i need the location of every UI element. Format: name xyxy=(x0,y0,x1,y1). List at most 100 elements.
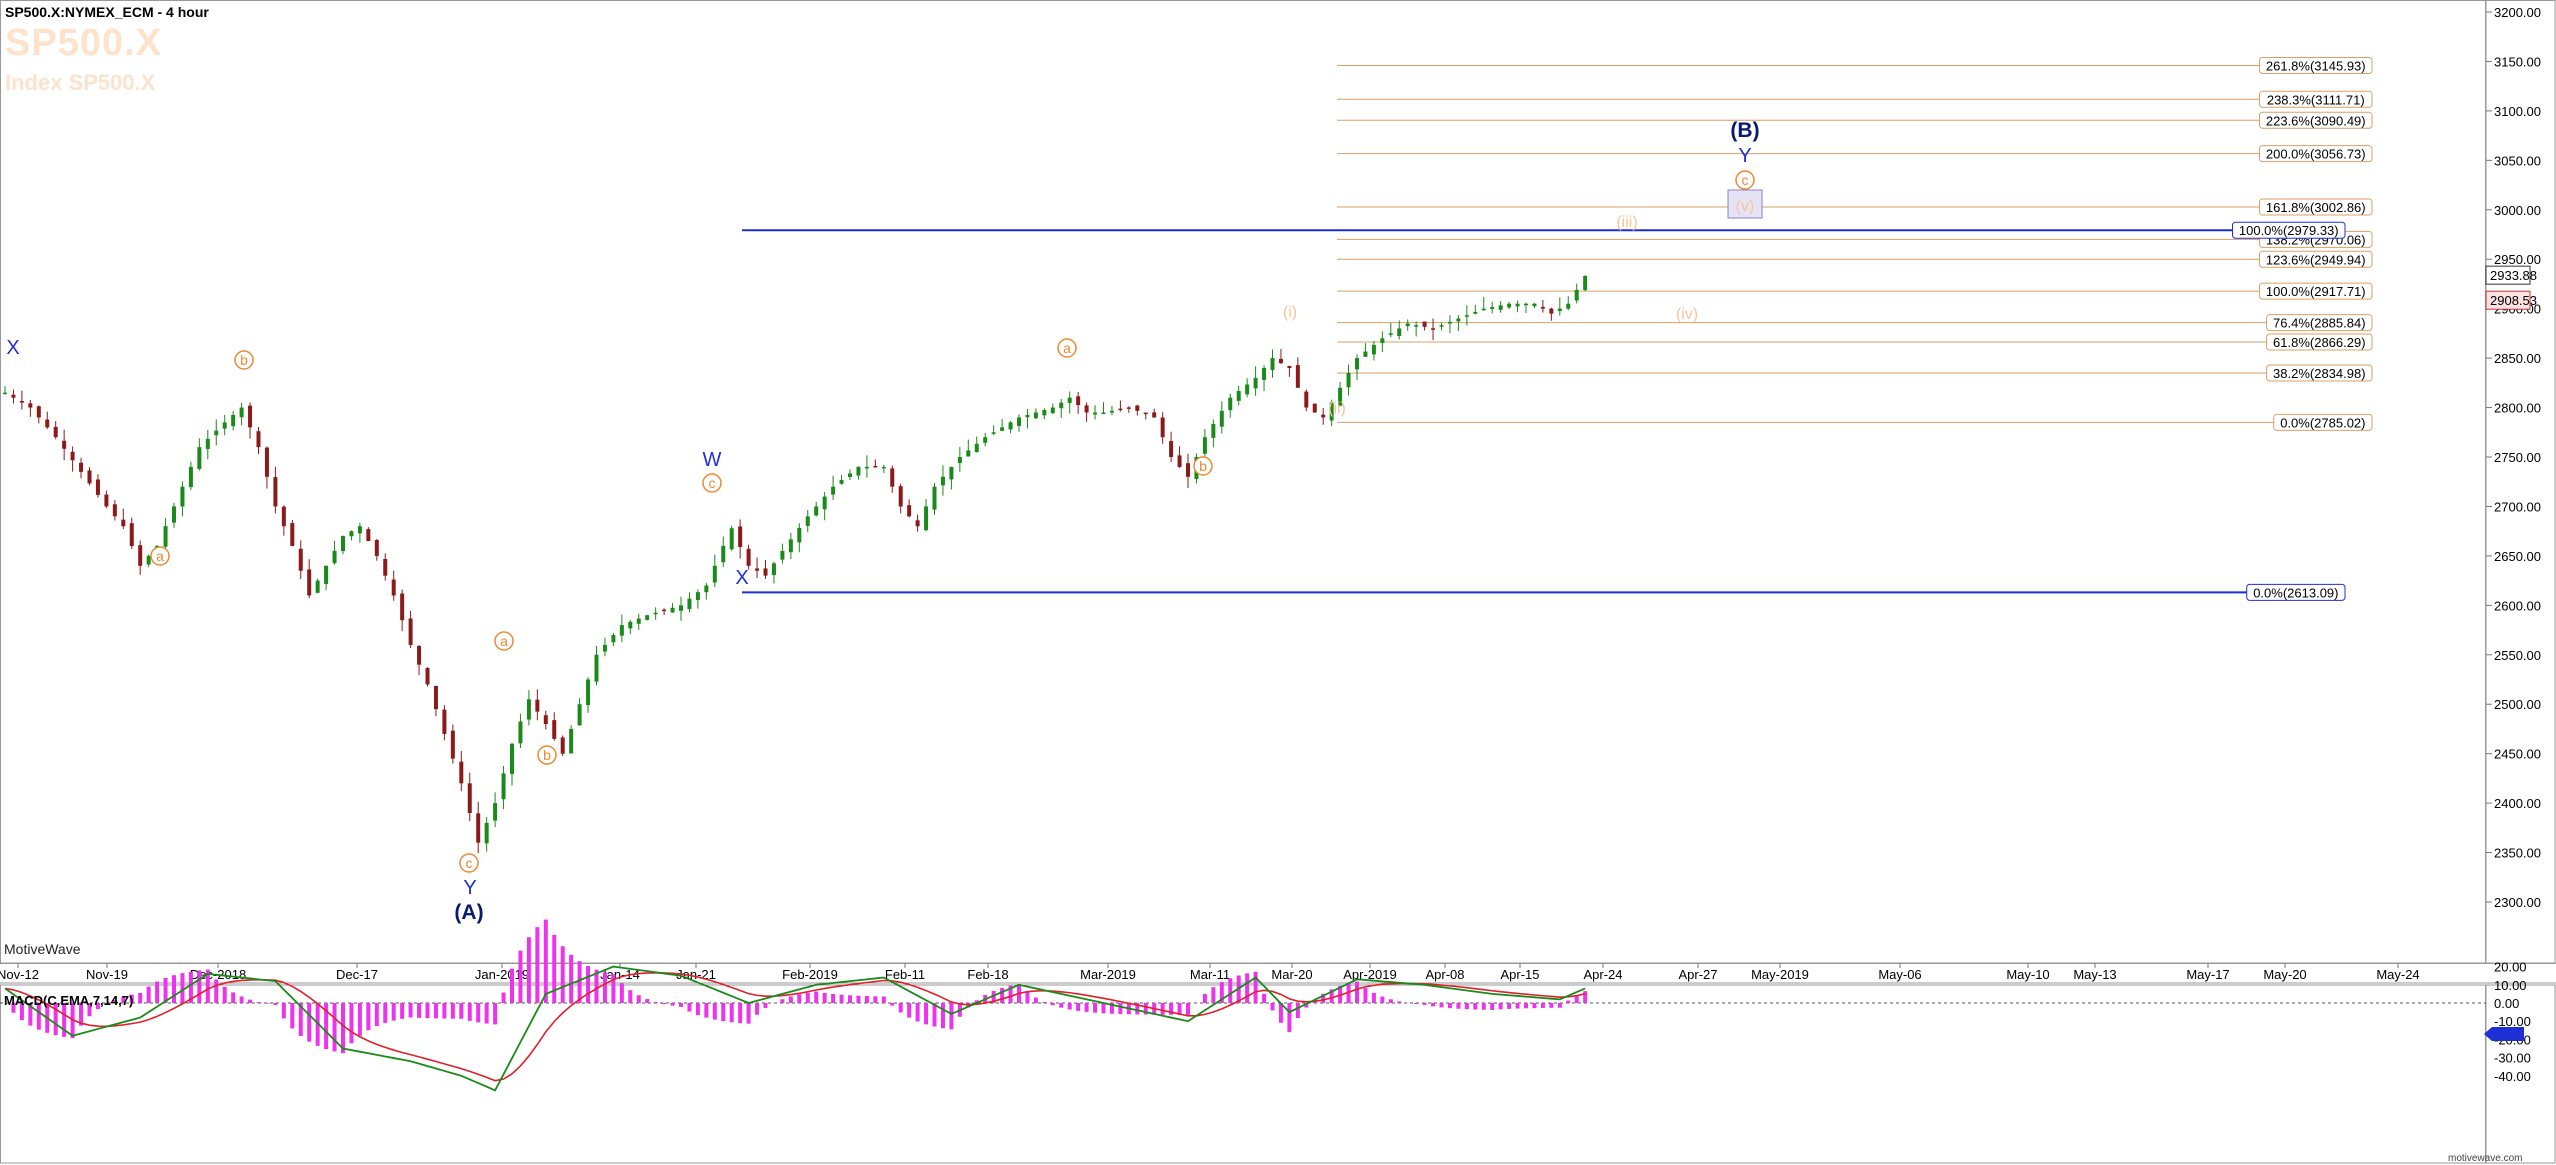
candle-body[interactable] xyxy=(1363,351,1368,357)
candle-body[interactable] xyxy=(62,440,67,449)
candle-body[interactable] xyxy=(797,527,802,543)
candle-body[interactable] xyxy=(1549,308,1554,314)
candle-body[interactable] xyxy=(864,466,869,469)
candle-body[interactable] xyxy=(383,558,388,576)
candle-body[interactable] xyxy=(315,580,320,593)
macd-pane[interactable] xyxy=(0,984,2486,1164)
candle-body[interactable] xyxy=(1067,397,1072,403)
wave-label[interactable]: b xyxy=(240,352,248,368)
candle-body[interactable] xyxy=(95,479,100,495)
candle-body[interactable] xyxy=(636,618,641,624)
candle-body[interactable] xyxy=(248,405,253,428)
candle-body[interactable] xyxy=(1169,441,1174,457)
price-axis[interactable] xyxy=(2485,0,2556,964)
candle-body[interactable] xyxy=(991,432,996,434)
candle-body[interactable] xyxy=(357,526,362,534)
candle-body[interactable] xyxy=(586,679,591,706)
candle-body[interactable] xyxy=(1583,276,1588,291)
candle-body[interactable] xyxy=(36,406,41,418)
candle-body[interactable] xyxy=(1219,410,1224,427)
candle-body[interactable] xyxy=(138,545,143,566)
candle-body[interactable] xyxy=(307,569,312,596)
candle-body[interactable] xyxy=(493,803,498,821)
candle-body[interactable] xyxy=(459,761,464,784)
candle-body[interactable] xyxy=(1093,412,1098,415)
candle-body[interactable] xyxy=(1312,403,1317,413)
candle-body[interactable] xyxy=(121,519,126,527)
candle-body[interactable] xyxy=(332,550,337,564)
candle-body[interactable] xyxy=(1236,391,1241,401)
candle-body[interactable] xyxy=(1481,308,1486,311)
candle-body[interactable] xyxy=(1566,303,1571,309)
candle-body[interactable] xyxy=(907,505,912,517)
candle-body[interactable] xyxy=(264,447,269,477)
candle-body[interactable] xyxy=(425,667,430,685)
candle-body[interactable] xyxy=(1540,306,1545,309)
candle-body[interactable] xyxy=(467,783,472,813)
candle-body[interactable] xyxy=(1507,303,1512,308)
candle-body[interactable] xyxy=(112,504,117,517)
candle-body[interactable] xyxy=(746,548,751,566)
wave-label[interactable]: X xyxy=(6,337,19,359)
candle-body[interactable] xyxy=(79,462,84,472)
candle-body[interactable] xyxy=(577,704,582,726)
candle-body[interactable] xyxy=(1109,410,1114,413)
candle-body[interactable] xyxy=(780,550,785,560)
candle-body[interactable] xyxy=(1084,405,1089,413)
candle-body[interactable] xyxy=(290,523,295,546)
candle-body[interactable] xyxy=(949,466,954,480)
candle-body[interactable] xyxy=(1515,303,1520,307)
wave-label[interactable]: (B) xyxy=(1730,119,1759,142)
candle-body[interactable] xyxy=(1177,455,1182,467)
candle-body[interactable] xyxy=(1228,397,1233,411)
wave-label[interactable]: c xyxy=(1742,172,1749,188)
candle-body[interactable] xyxy=(729,528,734,550)
candle-body[interactable] xyxy=(712,565,717,583)
candle-body[interactable] xyxy=(484,822,489,844)
candle-body[interactable] xyxy=(890,468,895,487)
candle-body[interactable] xyxy=(721,546,726,563)
candle-body[interactable] xyxy=(535,699,540,712)
wave-label[interactable]: (v) xyxy=(1736,198,1755,215)
candle-body[interactable] xyxy=(687,598,692,610)
candle-body[interactable] xyxy=(771,563,776,575)
candle-body[interactable] xyxy=(1245,384,1250,395)
candle-body[interactable] xyxy=(281,506,286,527)
wave-label[interactable]: c xyxy=(709,475,716,491)
candle-body[interactable] xyxy=(1524,303,1528,306)
candle-body[interactable] xyxy=(755,568,760,571)
price-pane[interactable] xyxy=(0,0,2486,964)
candle-body[interactable] xyxy=(1557,308,1562,311)
candle-body[interactable] xyxy=(1295,365,1300,388)
candle-body[interactable] xyxy=(1447,321,1452,324)
candle-body[interactable] xyxy=(341,536,345,551)
candle-body[interactable] xyxy=(3,392,7,395)
candle-body[interactable] xyxy=(1456,318,1461,322)
candle-body[interactable] xyxy=(510,743,514,774)
wave-label[interactable]: a xyxy=(156,548,164,564)
candle-body[interactable] xyxy=(594,654,599,682)
candle-body[interactable] xyxy=(966,450,971,457)
wave-label[interactable]: (ii) xyxy=(1328,400,1346,417)
candle-body[interactable] xyxy=(1050,407,1055,414)
candle-body[interactable] xyxy=(1008,422,1013,430)
candle-body[interactable] xyxy=(349,531,354,537)
candle-body[interactable] xyxy=(1135,405,1140,411)
candle-body[interactable] xyxy=(1160,417,1165,438)
candle-body[interactable] xyxy=(408,618,413,645)
candle-body[interactable] xyxy=(1338,387,1343,406)
candle-body[interactable] xyxy=(1490,307,1495,309)
candle-body[interactable] xyxy=(188,466,193,488)
candle-body[interactable] xyxy=(214,430,219,436)
candle-body[interactable] xyxy=(704,585,709,593)
candle-body[interactable] xyxy=(1346,372,1351,388)
candle-body[interactable] xyxy=(526,699,531,720)
candle-body[interactable] xyxy=(1355,358,1359,370)
macd-indicator-label[interactable]: MACD(C,EMA,7,14,7) xyxy=(4,993,134,1008)
candle-body[interactable] xyxy=(552,720,557,739)
candle-body[interactable] xyxy=(476,813,481,843)
candle-body[interactable] xyxy=(915,520,920,527)
candle-body[interactable] xyxy=(1464,315,1469,317)
candle-body[interactable] xyxy=(543,715,548,724)
candle-body[interactable] xyxy=(1152,412,1157,418)
